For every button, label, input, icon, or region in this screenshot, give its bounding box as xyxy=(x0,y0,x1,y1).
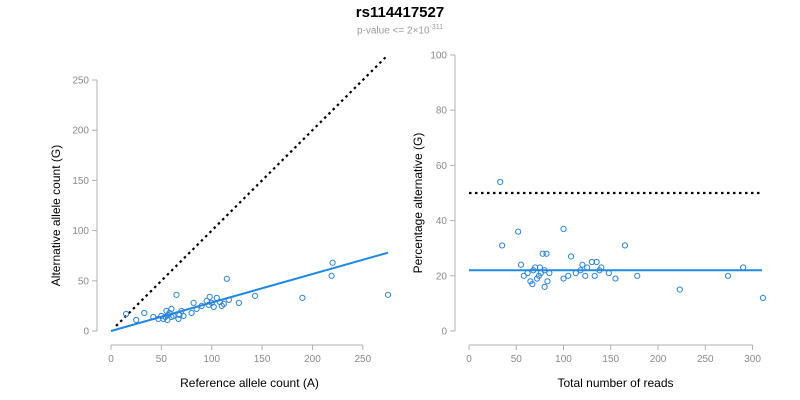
data-point xyxy=(498,242,506,249)
data-point xyxy=(193,305,200,313)
data-point xyxy=(213,294,220,301)
data-point xyxy=(541,267,548,274)
data-point xyxy=(529,280,536,288)
y-tick-label: 100 xyxy=(430,51,447,62)
data-point xyxy=(560,275,567,282)
data-point xyxy=(150,313,157,321)
data-point xyxy=(170,312,177,320)
data-point xyxy=(210,303,217,311)
y-axis-title: Alternative allele count (G) xyxy=(49,145,63,286)
reference-line xyxy=(115,54,389,327)
data-point xyxy=(141,309,148,317)
subtitle-exponent: -311 xyxy=(429,24,444,31)
data-point xyxy=(560,225,567,232)
data-point xyxy=(584,264,591,271)
data-point xyxy=(225,296,232,303)
data-point xyxy=(759,294,767,301)
x-tick-label: 300 xyxy=(744,354,761,365)
x-tick-label: 200 xyxy=(304,354,321,365)
y-tick-label: 50 xyxy=(78,276,90,287)
data-point xyxy=(582,272,589,279)
data-point xyxy=(546,269,553,277)
x-tick-label: 50 xyxy=(511,354,523,365)
percentage-alternative-panel: 0 50 100 150 200 250 300 0 20 40 60 80 100 Total numb… xyxy=(411,51,767,390)
fit-line xyxy=(110,251,389,332)
x-tick-label: 50 xyxy=(156,354,168,365)
subtitle-prefix: p-value <= 2×10 xyxy=(356,25,430,37)
x-tick-label: 150 xyxy=(602,354,619,365)
data-point xyxy=(206,293,213,300)
data-point xyxy=(220,300,227,307)
data-point xyxy=(173,291,180,298)
x-axis-title: Reference allele count (A) xyxy=(180,376,319,390)
data-point xyxy=(539,250,546,257)
y-tick-label: 20 xyxy=(436,271,448,282)
y-tick-label: 80 xyxy=(436,106,448,117)
data-point xyxy=(634,272,641,279)
data-point xyxy=(605,269,612,277)
data-point xyxy=(235,299,243,306)
x-tick-label: 200 xyxy=(650,354,667,365)
x-axis-title: Total number of reads xyxy=(557,376,673,390)
y-tick-label: 250 xyxy=(72,76,89,87)
data-point xyxy=(524,269,531,277)
data-point xyxy=(218,302,225,309)
data-point xyxy=(180,312,187,320)
y-tick-label: 40 xyxy=(436,216,448,227)
data-point xyxy=(133,316,140,324)
data-point xyxy=(123,310,130,318)
x-tick-label: 100 xyxy=(555,354,572,365)
data-point xyxy=(160,315,167,323)
x-tick-label: 0 xyxy=(466,354,472,365)
data-point xyxy=(178,307,185,315)
data-point xyxy=(724,272,732,279)
y-tick-label: 200 xyxy=(72,126,89,137)
data-point xyxy=(251,292,259,299)
data-point xyxy=(572,269,579,277)
data-point xyxy=(598,264,605,271)
y-axis-title: Percentage alternative (G) xyxy=(411,133,425,274)
data-point xyxy=(544,278,551,285)
chart-title: rs114417527 xyxy=(355,4,445,21)
x-tick-label: 250 xyxy=(697,354,714,365)
data-point xyxy=(384,291,392,298)
data-point xyxy=(591,272,598,279)
data-point xyxy=(541,283,548,290)
data-point xyxy=(223,275,230,282)
data-point xyxy=(497,178,504,186)
data-point xyxy=(739,264,747,271)
data-point xyxy=(190,299,197,306)
data-point xyxy=(543,250,550,257)
data-point xyxy=(567,253,575,260)
data-point xyxy=(515,228,522,235)
data-point xyxy=(328,272,335,279)
x-tick-label: 250 xyxy=(354,354,371,365)
data-point xyxy=(168,305,175,313)
y-tick-label: 150 xyxy=(72,176,89,187)
data-point xyxy=(621,242,629,249)
y-tick-label: 60 xyxy=(436,161,448,172)
y-tick-label: 0 xyxy=(83,327,89,338)
data-point xyxy=(593,258,600,266)
data-point xyxy=(188,309,195,317)
data-point xyxy=(517,261,525,268)
data-point xyxy=(299,294,306,301)
chart-subtitle: p-value <= 2×10-311 xyxy=(0,24,800,36)
data-point xyxy=(175,315,182,323)
data-point xyxy=(612,275,619,282)
data-point xyxy=(329,259,336,266)
x-tick-label: 150 xyxy=(254,354,271,365)
data-point xyxy=(579,261,586,268)
allele-counts-panel: 0 50 100 150 200 250 0 50 100 150 200 250 Reference … xyxy=(49,54,392,390)
data-point xyxy=(676,286,683,293)
x-tick-label: 0 xyxy=(108,354,114,365)
x-tick-label: 100 xyxy=(203,354,220,365)
data-point xyxy=(577,267,584,274)
y-tick-label: 100 xyxy=(72,226,89,237)
y-tick-label: 0 xyxy=(441,327,447,338)
data-point xyxy=(565,272,572,279)
data-point xyxy=(198,302,205,309)
